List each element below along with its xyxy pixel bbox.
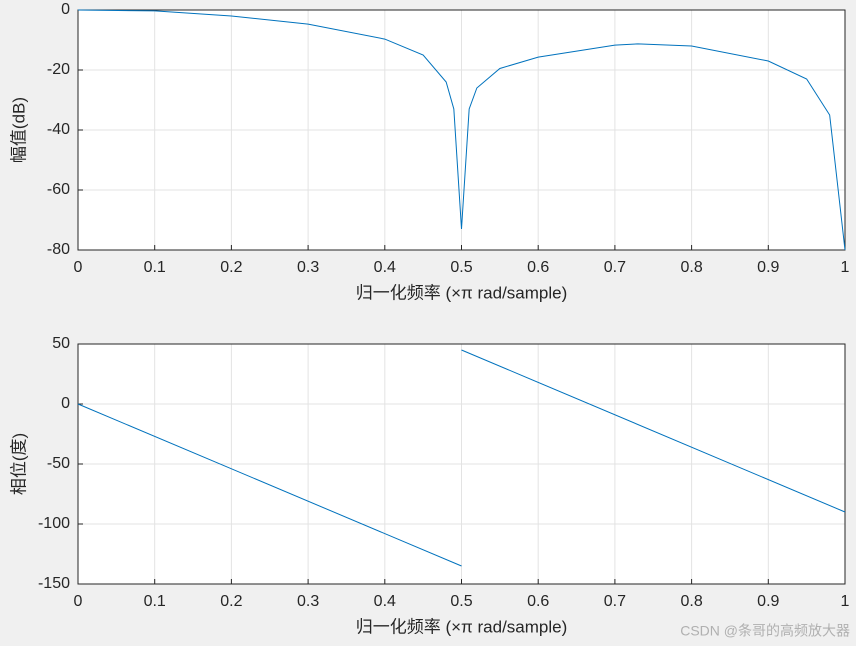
y-tick-label: 0 [61, 395, 70, 412]
x-tick-label: 0 [74, 593, 83, 610]
y-tick-label: -60 [47, 181, 70, 198]
x-tick-label: 0.5 [450, 593, 472, 610]
y-tick-label: -40 [47, 121, 70, 138]
x-tick-label: 0.3 [297, 593, 319, 610]
x-tick-label: 0 [74, 259, 83, 276]
x-tick-label: 0.5 [450, 259, 472, 276]
x-tick-label: 0.6 [527, 259, 549, 276]
x-tick-label: 0.6 [527, 593, 549, 610]
x-axis-label: 归一化频率 (×π rad/sample) [356, 283, 568, 302]
y-tick-label: 50 [52, 335, 70, 352]
x-tick-label: 1 [841, 259, 850, 276]
axes-frame [77, 343, 846, 585]
x-tick-label: 0.9 [757, 593, 779, 610]
x-tick-label: 0.7 [604, 259, 626, 276]
axes-frame [77, 9, 846, 251]
x-tick-label: 0.7 [604, 593, 626, 610]
x-axis-label: 归一化频率 (×π rad/sample) [356, 617, 568, 636]
y-tick-label: -20 [47, 61, 70, 78]
y-axis-label: 相位(度) [9, 433, 28, 495]
x-tick-label: 0.4 [374, 259, 396, 276]
x-tick-label: 0.8 [680, 259, 702, 276]
y-tick-label: -100 [38, 515, 70, 532]
x-tick-label: 0.2 [220, 593, 242, 610]
y-tick-label: -80 [47, 241, 70, 258]
x-tick-label: 0.1 [144, 259, 166, 276]
x-tick-label: 0.2 [220, 259, 242, 276]
data-line [77, 349, 846, 567]
y-tick-label: -50 [47, 455, 70, 472]
x-tick-label: 0.4 [374, 593, 396, 610]
x-tick-label: 0.3 [297, 259, 319, 276]
y-tick-label: -150 [38, 575, 70, 592]
x-tick-label: 0.8 [680, 593, 702, 610]
x-tick-label: 0.9 [757, 259, 779, 276]
data-line [77, 9, 846, 251]
watermark: CSDN @条哥的高频放大器 [680, 623, 850, 639]
x-tick-label: 0.1 [144, 593, 166, 610]
y-tick-label: 0 [61, 1, 70, 18]
x-tick-label: 1 [841, 593, 850, 610]
y-axis-label: 幅值(dB) [9, 97, 28, 163]
